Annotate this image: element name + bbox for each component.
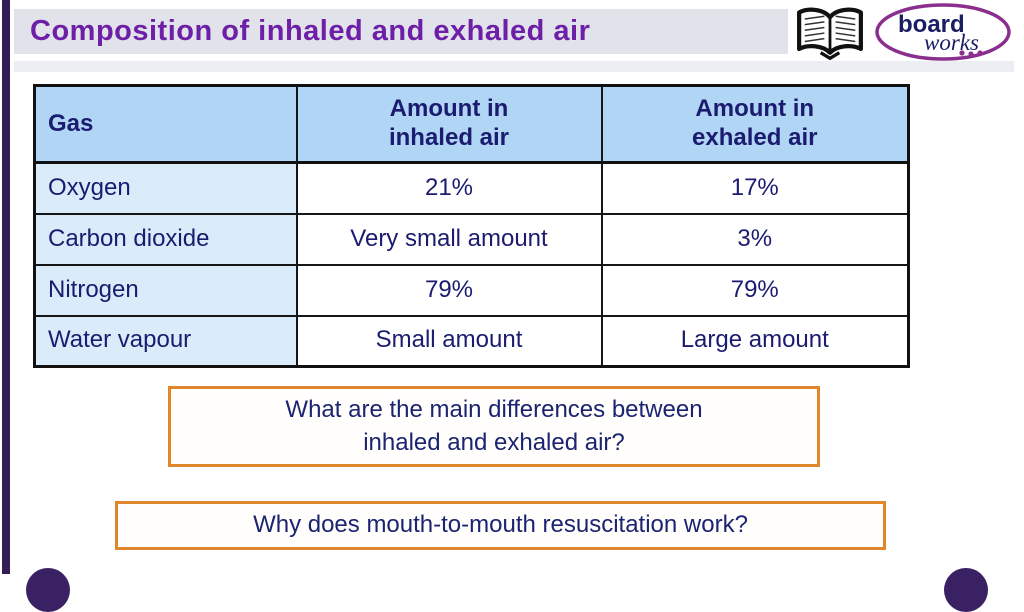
question-box-differences: What are the main differences between in… <box>168 386 820 467</box>
table-row: Nitrogen 79% 79% <box>33 263 910 317</box>
header-inhaled: Amount in inhaled air <box>295 84 603 164</box>
cell-gas: Water vapour <box>33 314 298 368</box>
boardworks-logo: board works <box>875 3 1011 61</box>
cell-exhaled: 17% <box>600 161 910 215</box>
question-line: inhaled and exhaled air? <box>363 428 625 456</box>
question-line: What are the main differences between <box>285 396 703 424</box>
logo-word-works: works <box>924 30 979 55</box>
cell-exhaled: Large amount <box>600 314 910 368</box>
page-title: Composition of inhaled and exhaled air <box>30 15 591 47</box>
table-row: Water vapour Small amount Large amount <box>33 314 910 368</box>
question-box-resuscitation: Why does mouth-to-mouth resuscitation wo… <box>115 501 886 550</box>
title-underline-strip <box>14 61 1014 72</box>
header-gas: Gas <box>33 84 298 164</box>
header-exhaled-line2: exhaled air <box>692 124 818 151</box>
header-exhaled-line1: Amount in <box>695 95 815 123</box>
header-exhaled: Amount in exhaled air <box>600 84 910 164</box>
question-line: Why does mouth-to-mouth resuscitation wo… <box>253 511 748 539</box>
table-header-row: Gas Amount in inhaled air Amount in exha… <box>33 84 910 164</box>
cell-inhaled: Small amount <box>295 314 603 368</box>
logo-word-board: board <box>898 11 965 38</box>
cell-gas: Oxygen <box>33 161 298 215</box>
cell-inhaled: 79% <box>295 263 603 317</box>
nav-button-left[interactable] <box>26 568 70 612</box>
cell-gas: Nitrogen <box>33 263 298 317</box>
table-row: Carbon dioxide Very small amount 3% <box>33 212 910 266</box>
left-accent-bar <box>2 0 10 574</box>
header-inhaled-line1: Amount in <box>389 95 509 123</box>
cell-gas: Carbon dioxide <box>33 212 298 266</box>
cell-inhaled: 21% <box>295 161 603 215</box>
table-row: Oxygen 21% 17% <box>33 161 910 215</box>
header-inhaled-line2: inhaled air <box>388 124 510 151</box>
cell-exhaled: 3% <box>600 212 910 266</box>
nav-button-right[interactable] <box>944 568 988 612</box>
title-bar: Composition of inhaled and exhaled air <box>14 9 788 54</box>
composition-table: Gas Amount in inhaled air Amount in exha… <box>33 84 910 368</box>
open-book-icon <box>797 7 863 60</box>
cell-exhaled: 79% <box>600 263 910 317</box>
cell-inhaled: Very small amount <box>295 212 603 266</box>
